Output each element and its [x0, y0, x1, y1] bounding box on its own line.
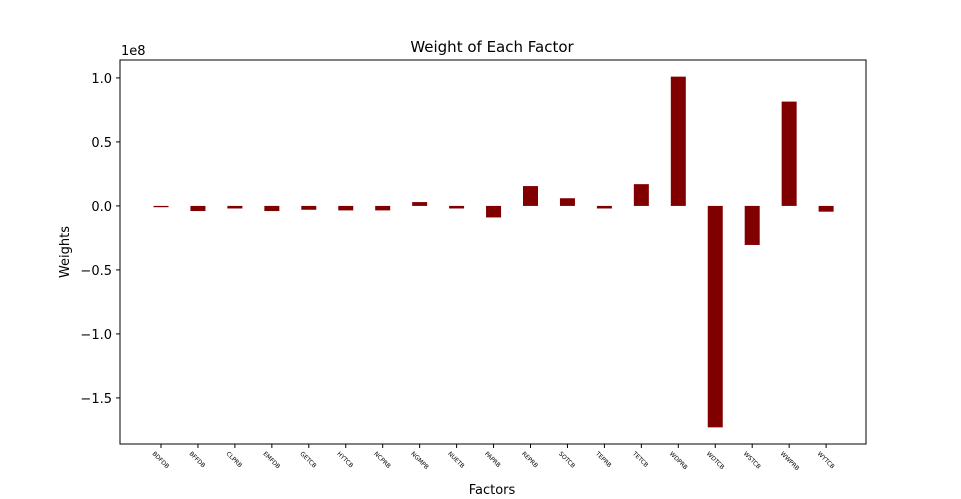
- bar-clprb: [227, 205, 243, 209]
- bar-teprb: [596, 205, 612, 209]
- y-tick-label: 0.0: [91, 200, 112, 215]
- y-axis-ticks: 1.0 0.5 0.0 −0.5 −1.0 −1.5: [80, 72, 120, 407]
- bar-wytcb: [818, 205, 834, 212]
- bar-paprb: [486, 205, 502, 218]
- chart-title: Weight of Each Factor: [410, 38, 574, 56]
- x-tick-label: NCPRB: [372, 450, 392, 470]
- x-tick-label: WDPRB: [668, 450, 689, 471]
- x-tick-label: NUETB: [446, 450, 465, 469]
- x-tick-label: WDTCB: [705, 450, 726, 471]
- y-tick-label: −0.5: [80, 264, 112, 279]
- x-tick-label: TEPRB: [593, 450, 612, 469]
- x-tick-label: CLPRB: [224, 450, 243, 469]
- x-tick-label: WWPRB: [779, 450, 801, 472]
- plot-frame: [119, 59, 867, 445]
- bar-wdtcb: [707, 205, 723, 428]
- bar-nuetb: [449, 205, 465, 209]
- x-tick-label: NGMPB: [409, 450, 430, 471]
- x-tick-label: BFFDB: [188, 450, 207, 469]
- x-tick-label: EMFDB: [261, 450, 281, 470]
- x-tick-label: PAPRB: [483, 450, 502, 469]
- y-tick-label: −1.0: [80, 328, 112, 343]
- x-tick-label: WSTCB: [742, 450, 762, 470]
- bar-tetcb: [633, 184, 649, 206]
- y-axis-label: Weights: [58, 226, 73, 278]
- x-tick-label: TETCB: [630, 450, 649, 469]
- x-tick-label: WYTCB: [816, 450, 836, 470]
- bar-bdfdb: [153, 205, 169, 208]
- bar-wwprb: [781, 101, 797, 206]
- bars-group: [153, 76, 834, 428]
- x-axis-label: Factors: [469, 483, 516, 498]
- bar-bffdb: [190, 205, 206, 212]
- y-tick-label: 0.5: [91, 136, 112, 151]
- bar-wdprb: [670, 76, 686, 206]
- x-axis-ticks: BDFDB BFFDB CLPRB EMFDB GETCB HYTCB NCPRB NGMPB…: [151, 444, 836, 472]
- y-scale-label: 1e8: [121, 44, 146, 59]
- x-tick-label: REPRB: [520, 450, 539, 469]
- bar-emfdb: [264, 205, 280, 212]
- bar-ngmpb: [412, 202, 428, 206]
- bar-hytcb: [338, 205, 354, 211]
- x-tick-label: BDFDB: [151, 450, 171, 470]
- bar-wstcb: [744, 205, 760, 245]
- y-tick-label: 1.0: [91, 72, 112, 87]
- bar-sotcb: [559, 198, 575, 206]
- bar-reprb: [523, 186, 538, 206]
- bar-ncprb: [375, 205, 391, 211]
- x-tick-label: HYTCB: [335, 450, 354, 469]
- y-tick-label: −1.5: [80, 392, 112, 407]
- x-tick-label: GETCB: [298, 450, 317, 469]
- bar-getcb: [301, 205, 317, 210]
- x-tick-label: SOTCB: [557, 450, 576, 469]
